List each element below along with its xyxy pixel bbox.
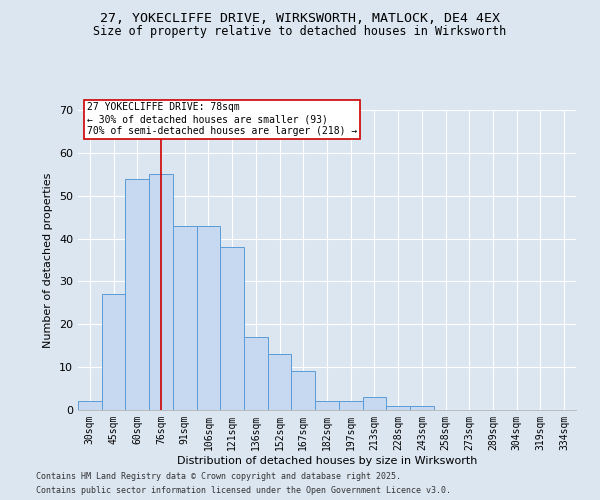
Text: Size of property relative to detached houses in Wirksworth: Size of property relative to detached ho… [94, 25, 506, 38]
Bar [339, 402, 362, 410]
Text: Contains HM Land Registry data © Crown copyright and database right 2025.: Contains HM Land Registry data © Crown c… [36, 472, 401, 481]
Bar [125, 178, 149, 410]
Bar [386, 406, 410, 410]
Bar [220, 247, 244, 410]
Bar [78, 402, 102, 410]
Text: 27, YOKECLIFFE DRIVE, WIRKSWORTH, MATLOCK, DE4 4EX: 27, YOKECLIFFE DRIVE, WIRKSWORTH, MATLOC… [100, 12, 500, 26]
Bar [362, 397, 386, 410]
Y-axis label: Number of detached properties: Number of detached properties [43, 172, 53, 348]
Bar [315, 402, 339, 410]
Bar [410, 406, 434, 410]
Text: Contains public sector information licensed under the Open Government Licence v3: Contains public sector information licen… [36, 486, 451, 495]
Text: 27 YOKECLIFFE DRIVE: 78sqm
← 30% of detached houses are smaller (93)
70% of semi: 27 YOKECLIFFE DRIVE: 78sqm ← 30% of deta… [87, 102, 357, 136]
Bar [292, 372, 315, 410]
Bar [149, 174, 173, 410]
Bar [268, 354, 292, 410]
Bar [197, 226, 220, 410]
X-axis label: Distribution of detached houses by size in Wirksworth: Distribution of detached houses by size … [177, 456, 477, 466]
Bar [173, 226, 197, 410]
Bar [102, 294, 125, 410]
Bar [244, 337, 268, 410]
